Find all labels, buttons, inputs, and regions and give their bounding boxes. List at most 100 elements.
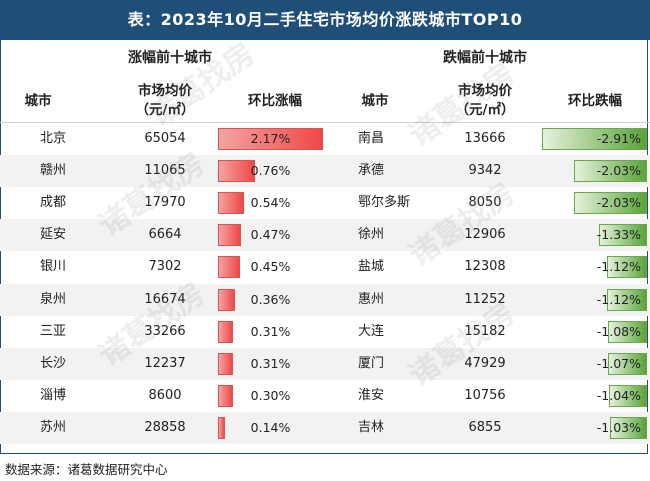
rise-label: 0.47%	[250, 227, 291, 243]
rise-bar	[218, 384, 233, 407]
right-city: 徐州	[358, 227, 385, 243]
fall-label: -1.07%	[596, 355, 641, 371]
rise-label: 0.14%	[250, 419, 291, 435]
page-title: 表：2023年10月二手住宅市场均价涨跌城市TOP10	[0, 0, 650, 40]
right-price: 47929	[464, 355, 506, 371]
left-price: 7302	[148, 259, 182, 275]
right-change-cell: -2.03%	[542, 160, 647, 183]
right-change-cell: -2.03%	[542, 192, 647, 215]
fall-bar	[599, 224, 647, 247]
table-row: 成都 17970 0.54% 鄂尔多斯 8050 -2.03%	[0, 187, 650, 219]
left-price: 17970	[144, 195, 186, 211]
left-city: 赣州	[40, 163, 67, 179]
left-change-cell: 0.36%	[218, 288, 323, 311]
fall-bar	[606, 256, 647, 279]
left-col-price-line2: （元/㎡）	[135, 102, 195, 118]
fall-label: -1.12%	[596, 259, 641, 275]
right-change-cell: -1.07%	[542, 352, 647, 375]
rise-bar	[218, 320, 233, 343]
left-change-cell: 0.31%	[218, 352, 323, 375]
rise-label: 0.31%	[250, 355, 291, 371]
fall-label: -2.03%	[596, 163, 641, 179]
data-source: 数据来源：诸葛数据研究中心	[5, 462, 168, 477]
fall-label: -1.33%	[596, 227, 641, 243]
rise-label: 0.54%	[250, 195, 291, 211]
right-city: 南昌	[358, 131, 385, 146]
left-col-change: 环比涨幅	[248, 93, 302, 109]
left-change-cell: 0.54%	[218, 192, 323, 215]
fall-label: -1.12%	[596, 291, 641, 307]
left-city: 长沙	[40, 355, 67, 371]
left-price: 16674	[144, 291, 186, 307]
left-change-cell: 0.14%	[218, 416, 323, 439]
left-change-cell: 0.76%	[218, 160, 323, 183]
rise-bar	[218, 128, 323, 150]
right-city: 吉林	[358, 419, 385, 435]
right-col-city: 城市	[361, 93, 389, 109]
table-row: 北京 65054 2.17% 南昌 13666 -2.91%	[0, 123, 650, 155]
table-row: 苏州 28858 0.14% 吉林 6855 -1.03%	[0, 411, 650, 444]
fall-bar	[542, 128, 647, 150]
fall-label: -1.04%	[596, 387, 641, 403]
rise-label: 2.17%	[250, 131, 291, 146]
rise-bar	[218, 352, 233, 375]
left-col-price-line1: 市场均价	[138, 83, 192, 99]
right-col-price: 市场均价 （元/㎡）	[435, 82, 535, 120]
right-city: 惠州	[358, 291, 385, 307]
left-city: 银川	[40, 259, 67, 275]
right-price: 15182	[464, 323, 506, 339]
rise-bar	[218, 192, 245, 215]
right-change-cell: -1.12%	[542, 288, 647, 311]
left-price: 28858	[144, 419, 186, 435]
right-col-price-line1: 市场均价	[458, 83, 512, 99]
rise-bar	[218, 288, 236, 311]
right-col-change: 环比跌幅	[568, 93, 622, 109]
right-price: 10756	[464, 387, 506, 403]
rise-label: 0.45%	[250, 259, 291, 275]
right-city: 大连	[358, 323, 385, 339]
fall-bar	[608, 320, 647, 343]
right-city: 厦门	[358, 355, 385, 371]
right-price: 13666	[464, 131, 506, 146]
fall-label: -1.08%	[596, 323, 641, 339]
rise-bar	[218, 160, 255, 183]
right-change-cell: -1.33%	[542, 224, 647, 247]
left-price: 11065	[144, 163, 186, 179]
rise-label: 0.30%	[250, 387, 291, 403]
left-city: 延安	[40, 227, 67, 243]
table-row: 延安 6664 0.47% 徐州 12906 -1.33%	[0, 219, 650, 252]
right-price: 9342	[468, 163, 502, 179]
left-price: 6664	[148, 227, 182, 243]
fall-bar	[573, 192, 647, 215]
left-city: 成都	[40, 195, 67, 211]
rise-label: 0.36%	[250, 291, 291, 307]
rise-bar	[218, 224, 241, 247]
left-change-cell: 0.31%	[218, 320, 323, 343]
rise-label: 0.31%	[250, 323, 291, 339]
fall-bar	[609, 384, 647, 407]
right-price: 8050	[468, 195, 502, 211]
right-price: 12906	[464, 227, 506, 243]
right-section-title: 跌幅前十城市	[443, 50, 527, 66]
right-city: 承德	[358, 163, 385, 179]
left-price: 12237	[144, 355, 186, 371]
rise-label: 0.76%	[250, 163, 291, 179]
left-change-cell: 2.17%	[218, 128, 323, 150]
left-section-title: 涨幅前十城市	[128, 50, 212, 66]
left-city: 淄博	[40, 387, 67, 403]
right-change-cell: -1.08%	[542, 320, 647, 343]
right-change-cell: -1.12%	[542, 256, 647, 279]
right-city: 盐城	[358, 259, 385, 275]
fall-bar	[609, 416, 647, 439]
left-city: 苏州	[40, 419, 67, 435]
right-change-cell: -1.03%	[542, 416, 647, 439]
fall-bar	[608, 352, 647, 375]
left-change-cell: 0.45%	[218, 256, 323, 279]
table-row: 长沙 12237 0.31% 厦门 47929 -1.07%	[0, 347, 650, 380]
fall-label: -1.03%	[596, 419, 641, 435]
fall-bar	[606, 288, 647, 311]
left-change-cell: 0.30%	[218, 384, 323, 407]
right-price: 12308	[464, 259, 506, 275]
fall-label: -2.91%	[596, 131, 641, 146]
rise-bar	[218, 416, 225, 439]
